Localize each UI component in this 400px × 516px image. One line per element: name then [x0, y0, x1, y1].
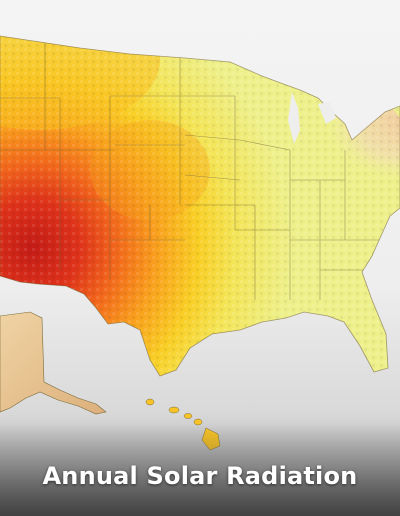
map-caption: Annual Solar Radiation [42, 462, 358, 490]
great-lakes [288, 92, 300, 144]
us-outline [0, 35, 400, 377]
caption-band [0, 424, 400, 516]
contiguous-us [0, 36, 400, 376]
alaska [0, 311, 107, 415]
lake-huron [318, 102, 336, 124]
